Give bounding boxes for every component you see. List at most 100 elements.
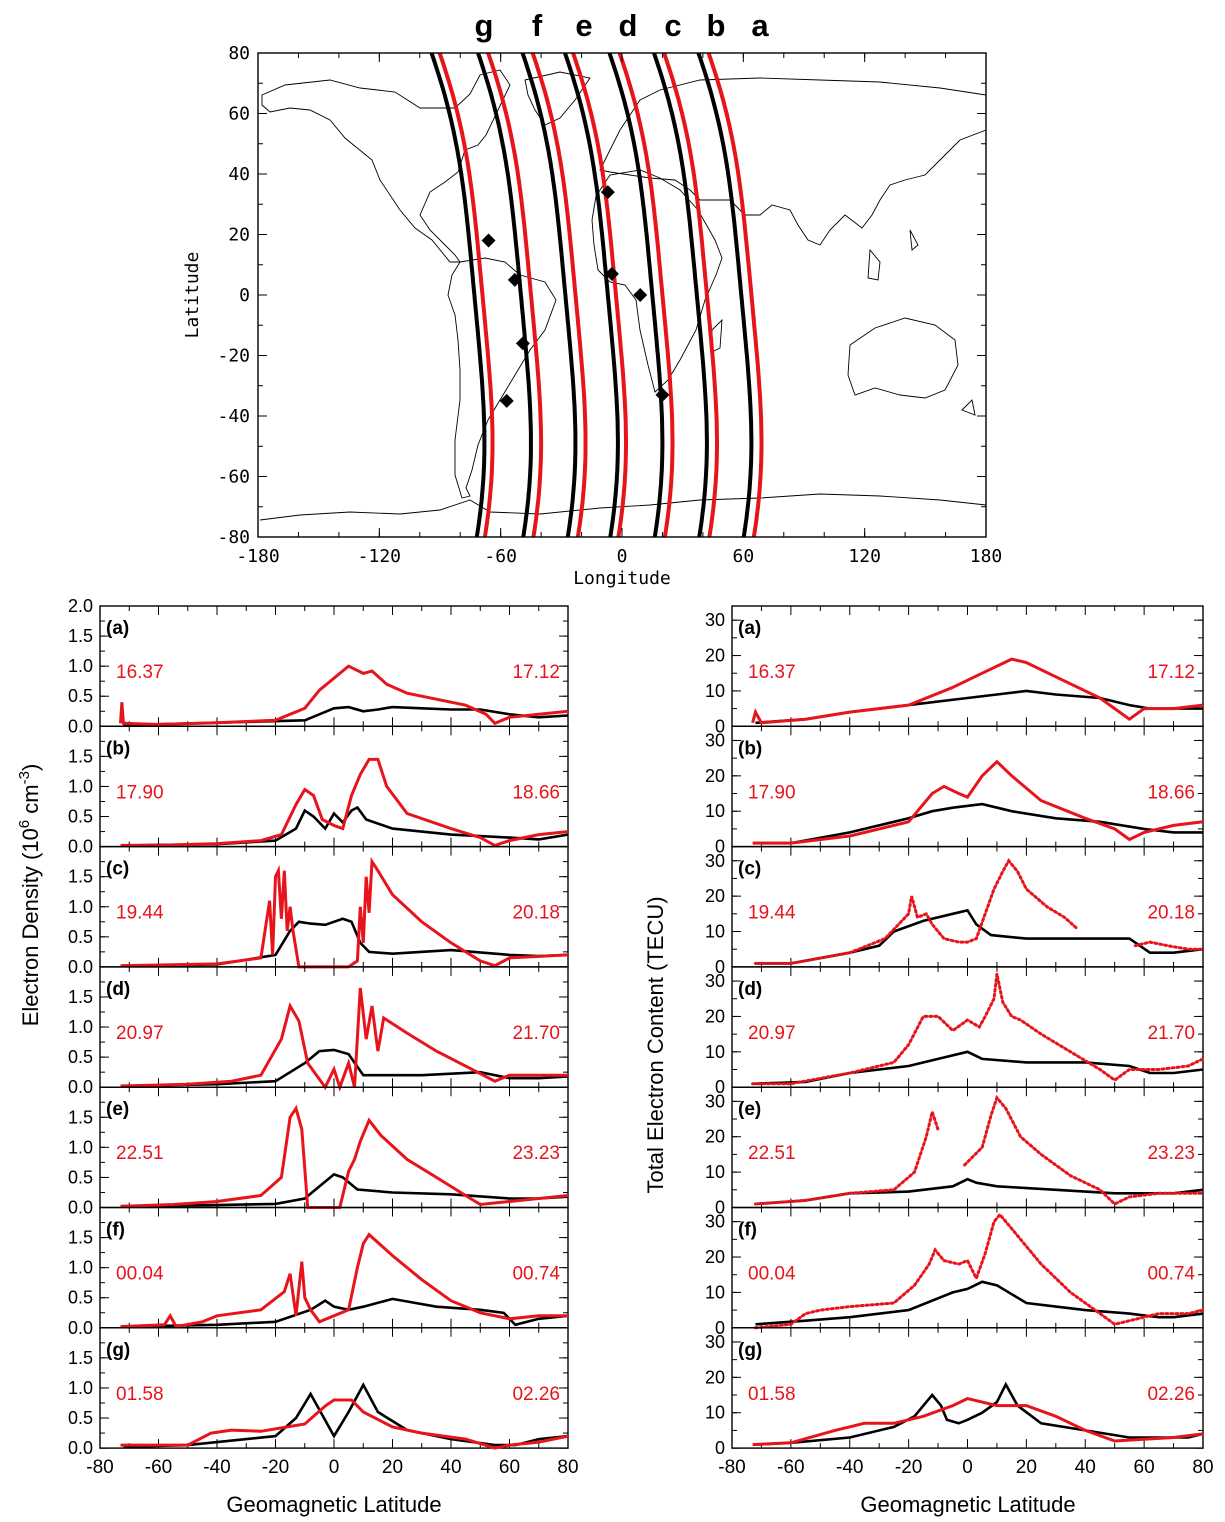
panel-start-time: 19.44 — [116, 903, 164, 924]
panel-start-time: 17.90 — [116, 782, 164, 803]
y-tick-label: 10 — [705, 922, 725, 942]
x-tick-label: -80 — [718, 1457, 745, 1478]
panel-g: 1.5 1.0 0.5 0.0 (g) 01.58 02.26 -80 -60 -40 -20 0 20… — [68, 1327, 579, 1478]
panel-frame — [731, 1086, 1204, 1209]
y-tick-label: 0.5 — [68, 1047, 93, 1067]
series-observed-line — [752, 759, 1204, 845]
panel-start-time: 00.04 — [748, 1264, 796, 1285]
y-tick-label: 10 — [705, 801, 725, 821]
y-tick-label: 0 — [715, 716, 725, 736]
y-tick-label: 10 — [705, 681, 725, 701]
panel-label: (b) — [738, 738, 762, 759]
series-model-line — [755, 1177, 1204, 1206]
right-y-axis-title: Total Electron Content (TECU) — [643, 896, 668, 1193]
panel-end-time: 02.26 — [512, 1384, 560, 1405]
satellite-tracks — [429, 53, 764, 537]
station-marker — [604, 266, 619, 281]
y-tick-label: 30 — [705, 1212, 725, 1232]
series-observed-line — [120, 856, 569, 969]
panel-end-time: 00.74 — [512, 1264, 560, 1285]
track-labels: g f e d c b a — [475, 8, 770, 43]
series-observed-line — [752, 1397, 1204, 1447]
station-marker — [507, 272, 522, 287]
panel-frame — [99, 1206, 569, 1329]
panel-start-time: 01.58 — [748, 1384, 796, 1405]
x-tick-label: -40 — [203, 1457, 230, 1478]
panel-end-time: 23.23 — [1147, 1143, 1195, 1164]
y-tick-label: 1.5 — [68, 1107, 93, 1127]
y-tick-label: 0.0 — [68, 1438, 93, 1458]
panel-label: (f) — [106, 1220, 125, 1241]
series-observed-line-2 — [963, 1094, 1205, 1206]
panel-g: 30 20 10 0 (g) 01.58 02.26 -80 -60 -40 -20 0 20 40 60 8… — [705, 1327, 1214, 1478]
y-tick-label: 1.0 — [68, 656, 93, 676]
series-model-line — [123, 917, 569, 967]
x-tick-label: 40 — [440, 1457, 461, 1478]
left-x-axis-title: Geomagnetic Latitude — [226, 1492, 441, 1517]
x-tick-label: 0 — [329, 1457, 340, 1478]
series-model-line — [123, 1382, 569, 1449]
panel-frame — [99, 1086, 569, 1209]
y-tick-label: 1.5 — [68, 987, 93, 1007]
map-y-tick-label: -80 — [217, 527, 250, 548]
series-model-line — [123, 1172, 569, 1208]
y-tick-label: 0 — [715, 1318, 725, 1338]
map-y-tick-label: -60 — [217, 467, 250, 488]
panel-e: 1.5 1.0 0.5 0.0 (e) 22.51 23.23 — [68, 1086, 569, 1218]
map-y-tick-label: 0 — [239, 285, 250, 306]
panel-start-time: 20.97 — [116, 1023, 164, 1044]
panel-label: (c) — [738, 859, 761, 880]
series-observed-line — [120, 1232, 568, 1329]
panel-frame — [731, 725, 1204, 848]
coastlines — [259, 69, 986, 521]
panel-a: 30 20 10 0 (a) 16.37 17.12 — [705, 605, 1204, 736]
y-tick-label: 1.5 — [68, 746, 93, 766]
panel-label: (d) — [738, 979, 762, 1000]
map-y-axis-title: Latitude — [182, 252, 203, 339]
y-tick-label: 0 — [715, 957, 725, 977]
y-tick-label: 0.5 — [68, 807, 93, 827]
map-y-tick-label: -20 — [217, 346, 250, 367]
series-observed-line — [120, 1104, 569, 1209]
left-y-axis-title: Electron Density (106 cm-3) — [16, 764, 43, 1027]
y-tick-label: 0 — [715, 1198, 725, 1218]
panel-b: 30 20 10 0 (b) 17.90 18.66 — [705, 725, 1204, 857]
panel-d: 1.5 1.0 0.5 0.0 (d) 20.97 21.70 — [68, 966, 569, 1097]
y-tick-label: 10 — [705, 1403, 725, 1423]
x-tick-label: 20 — [1016, 1457, 1037, 1478]
x-tick-label: 60 — [499, 1457, 520, 1478]
station-marker — [515, 336, 530, 351]
y-tick-label: 2.0 — [68, 596, 93, 616]
y-tick-label: 30 — [705, 610, 725, 630]
y-tick-label: 0.5 — [68, 927, 93, 947]
y-tick-label: 0.0 — [68, 957, 93, 977]
x-tick-label: -80 — [86, 1457, 113, 1478]
map-x-tick-label: 120 — [848, 546, 881, 567]
y-tick-label: 0.5 — [68, 686, 93, 706]
series-observed-line — [751, 657, 1204, 725]
track-red-c — [617, 53, 675, 537]
panel-frame — [731, 605, 1204, 728]
y-tick-label: 20 — [705, 1127, 725, 1147]
panel-end-time: 17.12 — [512, 662, 560, 683]
x-tick-label: -20 — [895, 1457, 922, 1478]
track-black-f — [475, 53, 533, 537]
panel-end-time: 18.66 — [1147, 782, 1195, 803]
station-marker — [600, 185, 615, 200]
x-tick-label: 40 — [1075, 1457, 1096, 1478]
series-observed-line — [119, 664, 569, 727]
track-red-b — [661, 53, 719, 537]
series-model-line — [755, 908, 1204, 965]
y-tick-label: 10 — [705, 1282, 725, 1302]
panel-frame — [99, 725, 569, 848]
track-label-f: f — [532, 8, 543, 43]
map-x-axis-title: Longitude — [573, 568, 671, 589]
ground-stations — [481, 185, 670, 408]
series-observed-line — [754, 1106, 940, 1206]
y-tick-label: 1.0 — [68, 1017, 93, 1037]
y-tick-label: 30 — [705, 1332, 725, 1352]
track-red-d — [570, 53, 628, 537]
panel-end-time: 02.26 — [1147, 1384, 1195, 1405]
panel-end-time: 18.66 — [512, 782, 560, 803]
x-tick-label: 20 — [382, 1457, 403, 1478]
